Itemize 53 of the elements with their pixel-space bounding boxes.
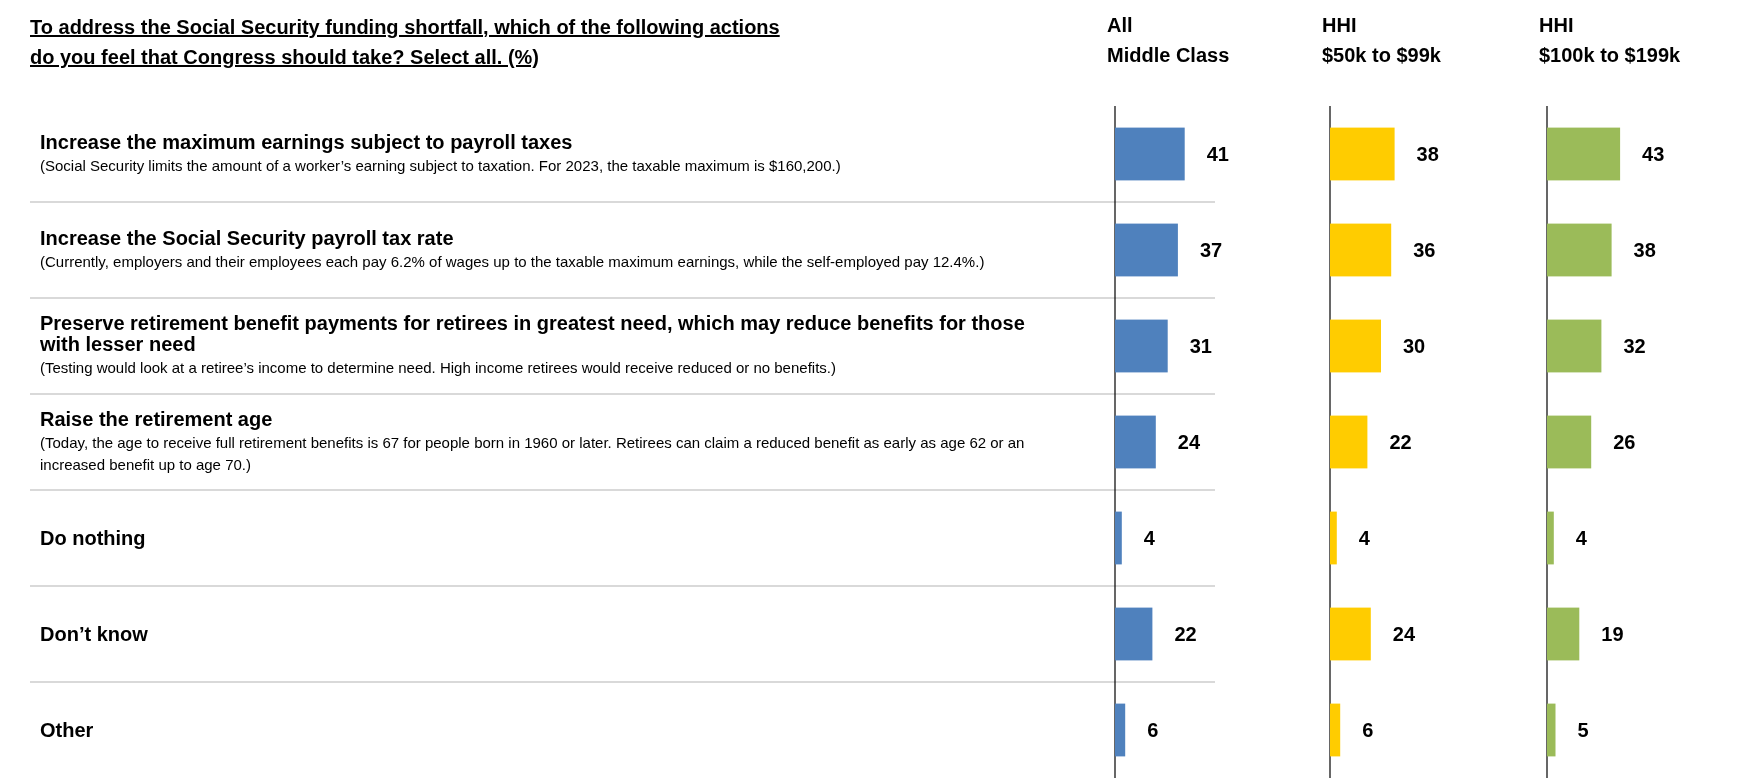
data-label: 38 [1633, 239, 1656, 261]
bar [1115, 415, 1156, 469]
bar [1547, 319, 1602, 373]
chart-title: HHI $50k to $99k [1322, 14, 1442, 66]
bar [1330, 319, 1381, 373]
chart-title: All Middle Class [1107, 14, 1230, 66]
bar [1115, 127, 1185, 181]
data-label: 24 [1392, 623, 1416, 645]
bar [1547, 511, 1554, 565]
data-label: 26 [1613, 431, 1636, 453]
data-label: 43 [1642, 143, 1665, 165]
data-label: 38 [1416, 143, 1439, 165]
y-tick-label: Increase the maximum earnings subject to payroll taxes (Social Security limits the amount of a worker’s earning subject to taxation. For 2023, the taxable maximum is $160,200.) [40, 130, 842, 176]
data-label: 41 [1206, 143, 1229, 165]
bar [1115, 511, 1122, 565]
y-tick-label: Do nothing [40, 526, 147, 549]
y-tick-label: Preserve retirement benefit payments for retirees in greatest need, which may reduce benefits for those with lesser need (Testing would look at a retiree’s income to determine need. High income retirees would receive reduced or no benefits.) [40, 312, 1026, 378]
bar [1115, 319, 1168, 373]
data-label: 4 [1358, 527, 1371, 549]
bar [1547, 415, 1592, 469]
data-label: 22 [1389, 431, 1412, 453]
data-label: 19 [1601, 623, 1624, 645]
bar [1330, 511, 1337, 565]
data-label: 24 [1177, 431, 1201, 453]
bar [1547, 703, 1556, 757]
data-label: 6 [1147, 719, 1159, 741]
data-label: 4 [1143, 527, 1156, 549]
y-tick-label: Don’t know [40, 622, 149, 645]
data-label: 6 [1362, 719, 1374, 741]
bar [1547, 127, 1621, 181]
y-tick-label: Other [40, 718, 95, 741]
bar [1330, 127, 1395, 181]
bar [1330, 223, 1392, 277]
bar [1330, 415, 1368, 469]
bar [1115, 703, 1126, 757]
data-label: 30 [1403, 335, 1426, 357]
y-tick-label: Raise the retirement age (Today, the age to receive full retirement benefits is 67 for people born in 1960 or later. Retirees can claim a reduced benefit as early as age 62 or an increased benefit up to age 70.) [40, 407, 1026, 475]
bar [1547, 223, 1612, 277]
data-label: 37 [1199, 239, 1223, 261]
bar [1547, 607, 1580, 661]
data-label: 4 [1575, 527, 1588, 549]
text: To address the Social Security funding shortfall, which of the following actions do you feel that Congress should take? Select all. (%) [30, 15, 781, 70]
chart-title: HHI $100k to $199k [1539, 14, 1682, 66]
data-label: 36 [1413, 239, 1436, 261]
data-label: 31 [1189, 335, 1212, 357]
y-tick-label: Increase the Social Security payroll tax rate (Currently, employers and their employees each pay 6.2% of wages up to the taxable maximum earnings, while the self-employed pay 12.4%.) [40, 226, 986, 272]
data-label: 32 [1623, 335, 1646, 357]
bar [1330, 607, 1371, 661]
data-label: 5 [1577, 719, 1589, 741]
data-label: 22 [1174, 623, 1197, 645]
bar [1115, 607, 1153, 661]
bar [1115, 223, 1178, 277]
bar [1330, 703, 1341, 757]
